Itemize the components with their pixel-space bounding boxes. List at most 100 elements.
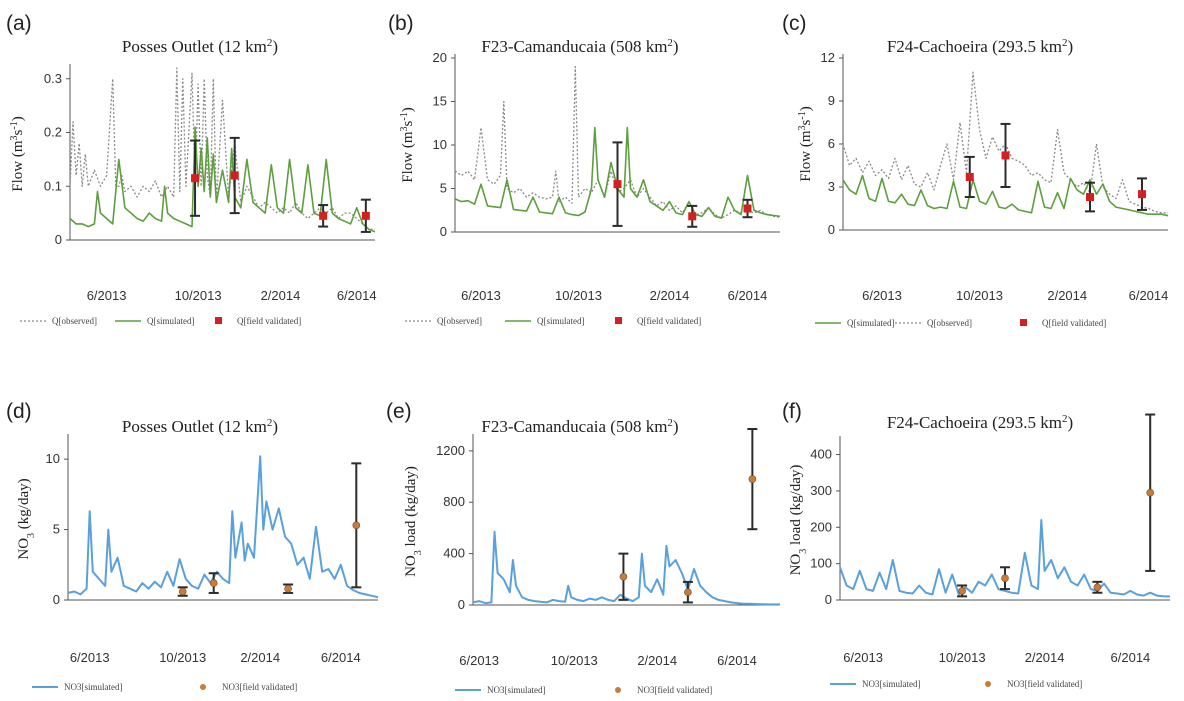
data-point-validated: [958, 587, 966, 595]
x-tick-label: 2/2014: [261, 288, 301, 303]
chart-title-text: F24-Cachoeira (293.5 km: [887, 37, 1062, 56]
chart-title: F23-Camanducaia (508 km2): [481, 417, 678, 436]
y-tick-label: 0: [458, 597, 465, 612]
y-axis-label-text: Flow (m: [10, 140, 26, 192]
y-axis-label-end: ): [798, 106, 814, 111]
data-point-validated: [361, 211, 370, 220]
data-point-validated: [191, 174, 200, 183]
y-tick-label: 5: [440, 181, 447, 196]
x-tick-label: 6/2013: [70, 650, 110, 665]
x-tick-label: 6/2014: [337, 288, 377, 303]
data-point-validated: [1093, 583, 1102, 592]
y-axis-label-mid: s: [10, 129, 26, 135]
y-axis-label-text: NO: [403, 555, 419, 577]
y-tick-label: 1200: [436, 443, 465, 458]
y-tick-label: 0.3: [44, 71, 62, 86]
x-tick-label: 6/2014: [1111, 650, 1151, 665]
chart-title-superscript: 2: [1062, 413, 1068, 425]
data-point-validated: [619, 572, 628, 581]
legend-label: Q[observed]: [437, 316, 482, 326]
legend-label: Q[simulated]: [847, 318, 895, 328]
y-axis-label-mid: s: [400, 120, 416, 126]
y-axis-label-mid: load (kg/day): [403, 466, 419, 550]
y-axis-label-subscript: 3: [798, 549, 809, 554]
x-tick-label: 6/2014: [728, 288, 768, 303]
y-tick-label: 800: [443, 494, 465, 509]
y-axis-label-superscript: 3: [399, 126, 410, 131]
y-axis-label-text: Flow (m: [400, 131, 416, 183]
y-axis-label: NO3 load (kg/day): [788, 465, 809, 576]
chart-title: F24-Cachoeira (293.5 km2): [887, 37, 1073, 56]
data-point-validated: [1146, 488, 1154, 497]
panel-letter: (d): [6, 400, 32, 423]
y-tick-label: 10: [46, 451, 60, 466]
x-tick-label: 10/2013: [175, 288, 222, 303]
data-point-validated: [1138, 190, 1146, 199]
data-point-validated: [743, 204, 752, 213]
series-line-simulated: [842, 174, 1169, 217]
x-tick-label: 6/2013: [459, 653, 499, 668]
series-line-observed: [69, 67, 375, 230]
panel-letter: (f): [782, 400, 802, 423]
legend-label: NO3[simulated]: [862, 679, 921, 689]
x-tick-label: 6/2013: [843, 650, 883, 665]
data-point-validated: [1001, 151, 1010, 160]
y-axis-label: Flow (m3s-1): [399, 107, 417, 182]
panel-letter: (e): [386, 400, 412, 423]
data-point-validated: [965, 172, 974, 181]
x-tick-label: 6/2013: [862, 288, 902, 303]
y-axis-label-mid: s: [798, 119, 814, 125]
chart-title: F23-Camanducaia (508 km2): [481, 37, 678, 56]
legend-swatch-validated: [200, 684, 206, 690]
data-point-validated: [319, 211, 328, 220]
chart-title-end: ): [1067, 37, 1073, 56]
y-tick-label: 200: [810, 519, 832, 534]
y-tick-label: 3: [828, 179, 835, 194]
x-tick-label: 6/2013: [461, 288, 501, 303]
y-tick-label: 400: [810, 447, 832, 462]
y-tick-label: 12: [821, 50, 835, 65]
y-tick-label: 0: [53, 592, 60, 607]
x-tick-label: 6/2013: [87, 288, 127, 303]
legend-label: Q[observed]: [927, 318, 972, 328]
y-axis-label-superscript: -1: [399, 112, 410, 120]
data-point-validated: [352, 521, 361, 530]
legend-swatch-validated: [985, 681, 991, 687]
panel-letter: (a): [6, 12, 32, 35]
y-tick-label: 400: [443, 546, 465, 561]
chart-panel-3: (c) F24-Cachoeira (293.5 km2) 0 3 6 9 12 6/2013…: [782, 12, 1168, 328]
x-tick-label: 10/2013: [551, 653, 598, 668]
chart-title-superscript: 2: [267, 417, 273, 429]
chart-title-text: F24-Cachoeira (293.5 km: [887, 413, 1062, 432]
y-tick-label: 0: [825, 592, 832, 607]
y-tick-label: 0: [828, 222, 835, 237]
y-axis-label: NO3 load (kg/day): [403, 466, 424, 577]
panel-letter: (c): [782, 12, 807, 35]
chart-title: Posses Outlet (12 km2): [122, 37, 278, 56]
y-axis-label-superscript: -1: [797, 111, 808, 119]
y-axis-label: Flow (m3s-1): [797, 106, 815, 181]
series-line-simulated_no3: [839, 519, 1170, 598]
legend-swatch-validated: [1020, 319, 1027, 326]
data-point-validated: [748, 475, 757, 483]
data-point-validated: [1086, 193, 1094, 202]
legend-label: NO3[field validated]: [222, 682, 297, 692]
y-tick-label: 5: [53, 522, 60, 537]
chart-title-superscript: 2: [267, 37, 273, 49]
chart-title-end: ): [272, 37, 278, 56]
legend-label: Q[field validated]: [237, 316, 301, 326]
y-tick-label: 0: [440, 224, 447, 239]
y-tick-label: 10: [433, 137, 447, 152]
data-point-validated: [684, 588, 692, 596]
chart-title-text: F23-Camanducaia (508 km: [481, 417, 667, 436]
y-axis-label-mid: (kg/day): [16, 478, 32, 533]
series-line-simulated: [69, 126, 376, 233]
data-point-validated: [1001, 574, 1009, 582]
data-point-validated: [688, 212, 697, 221]
panel-letter: (b): [388, 12, 414, 35]
x-tick-label: 10/2013: [939, 650, 986, 665]
y-tick-label: 6: [828, 136, 835, 151]
chart-title-end: ): [673, 37, 679, 56]
y-axis-label-superscript: 3: [9, 135, 20, 140]
legend-label: Q[simulated]: [537, 316, 585, 326]
